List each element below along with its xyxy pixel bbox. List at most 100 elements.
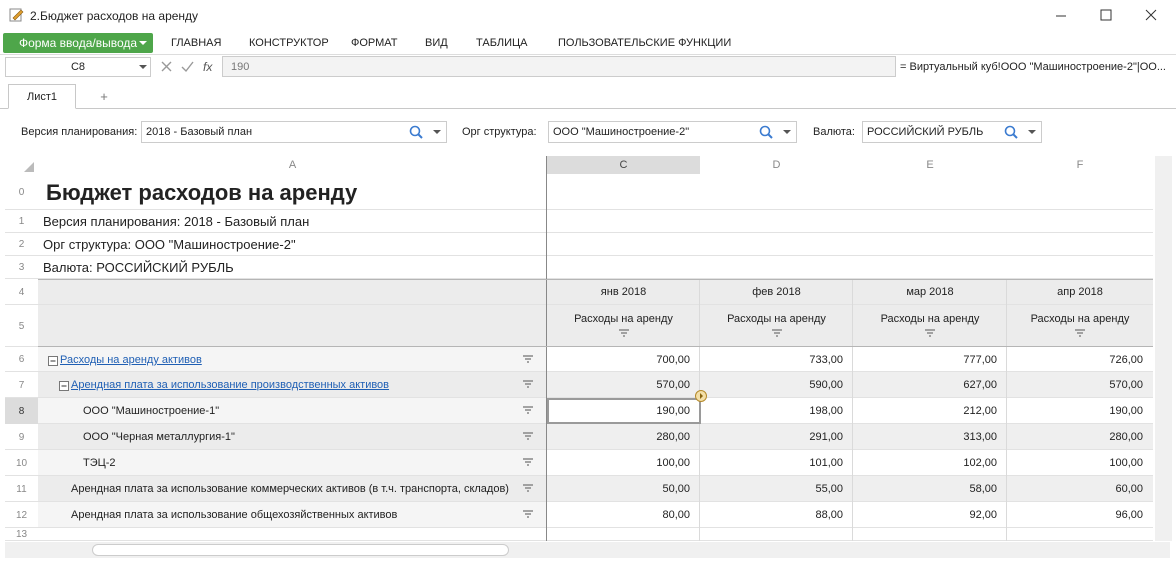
cell-value[interactable]: 570,00 (1109, 379, 1143, 391)
ribbon-tab[interactable]: ФОРМАТ (351, 37, 398, 49)
cell-selection (547, 398, 701, 424)
cell-value[interactable]: 96,00 (1115, 509, 1143, 521)
col-line (1006, 279, 1007, 541)
cell-value[interactable]: 570,00 (656, 379, 690, 391)
info-line: Орг структура: ООО "Машиностроение-2" (43, 237, 296, 252)
measure-header: Расходы на аренду (727, 313, 826, 325)
ribbon-tab[interactable]: ПОЛЬЗОВАТЕЛЬСКИЕ ФУНКЦИИ (558, 37, 732, 49)
row-label: ООО "Машиностроение-1" (83, 405, 220, 417)
row-label[interactable]: Расходы на аренду активов (60, 353, 202, 366)
row-number: 7 (18, 379, 25, 391)
cell-value[interactable]: 102,00 (963, 457, 997, 469)
expander[interactable] (59, 380, 69, 391)
cell-value[interactable]: 100,00 (656, 457, 690, 469)
row-band (547, 424, 1153, 450)
cell-value[interactable]: 590,00 (809, 379, 843, 391)
month-header: янв 2018 (600, 286, 647, 298)
cell-value[interactable]: 60,00 (1115, 483, 1143, 495)
row-line (5, 255, 1153, 256)
cell-flag[interactable] (694, 389, 708, 403)
measure-filter[interactable] (617, 327, 631, 341)
formula-icons[interactable]: fx (160, 58, 220, 76)
column-header: D (772, 159, 781, 171)
row-band (547, 450, 1153, 476)
measure-header: Расходы на аренду (574, 313, 673, 325)
row-filter[interactable] (521, 508, 535, 522)
filter-value[interactable]: РОССИЙСКИЙ РУБЛЬ (862, 121, 1042, 143)
cell-value[interactable]: 212,00 (963, 405, 997, 417)
filter-dropdown[interactable] (430, 125, 444, 139)
h-scroll-thumb[interactable] (92, 544, 509, 556)
file-button-arrow[interactable] (136, 36, 150, 50)
ribbon-tab[interactable]: ВИД (425, 37, 448, 49)
ribbon-tab[interactable]: ТАБЛИЦА (476, 37, 528, 49)
month-header: апр 2018 (1057, 286, 1103, 298)
cell-value[interactable]: 101,00 (809, 457, 843, 469)
cell-value[interactable]: 313,00 (963, 431, 997, 443)
row-filter[interactable] (521, 378, 535, 392)
row-filter[interactable] (521, 456, 535, 470)
row-filter[interactable] (521, 482, 535, 496)
row-number: 9 (18, 431, 25, 443)
cell-value[interactable]: 190,00 (1109, 405, 1143, 417)
row-line (5, 397, 1153, 398)
cell-value[interactable]: 198,00 (809, 405, 843, 417)
row-label: Арендная плата за использование общехозя… (71, 509, 398, 521)
cell-value[interactable]: 80,00 (662, 509, 690, 521)
row-band (547, 372, 1153, 398)
row-number: 6 (18, 354, 25, 365)
v-scrollbar[interactable] (1155, 156, 1172, 541)
name-box-arrow[interactable] (136, 60, 150, 74)
filter-search[interactable] (409, 125, 423, 139)
row-band (547, 502, 1153, 528)
window-controls[interactable] (1050, 6, 1170, 26)
filter-search[interactable] (759, 125, 773, 139)
name-box[interactable]: C8 (5, 57, 151, 77)
divider (0, 54, 1176, 55)
cell-value[interactable]: 280,00 (1109, 431, 1143, 443)
cell-value[interactable]: 100,00 (1109, 457, 1143, 469)
measure-filter[interactable] (770, 327, 784, 341)
ribbon-tab[interactable]: КОНСТРУКТОР (249, 37, 329, 49)
ribbon-tab[interactable]: ГЛАВНАЯ (171, 37, 222, 49)
cell-value[interactable]: 733,00 (809, 353, 843, 366)
expander[interactable] (48, 355, 58, 366)
measure-filter[interactable] (923, 327, 937, 341)
sheet-tab[interactable]: Лист1 (8, 84, 76, 109)
cell-value[interactable]: 92,00 (969, 509, 997, 521)
cell-value[interactable]: 190,00 (656, 405, 690, 417)
cell-value[interactable]: 58,00 (969, 483, 997, 495)
filter-search[interactable] (1004, 125, 1018, 139)
formula-input[interactable]: 190 (222, 56, 896, 77)
measure-filter[interactable] (1073, 327, 1087, 341)
row-number: 10 (15, 457, 28, 469)
filter-dropdown[interactable] (780, 125, 794, 139)
filter-value[interactable]: 2018 - Базовый план (141, 121, 447, 143)
cell-value[interactable]: 280,00 (656, 431, 690, 443)
cell-value[interactable]: 726,00 (1109, 353, 1143, 366)
cell-value[interactable]: 291,00 (809, 431, 843, 443)
filter-dropdown[interactable] (1025, 125, 1039, 139)
row-band (547, 476, 1153, 502)
app-icon (9, 8, 24, 22)
header-line (38, 279, 1153, 280)
row-filter[interactable] (521, 430, 535, 444)
row-band (38, 424, 547, 450)
add-sheet[interactable]: + (100, 88, 108, 104)
cell-value[interactable]: 777,00 (963, 353, 997, 366)
row-label[interactable]: Арендная плата за использование производ… (71, 379, 390, 391)
cell-value[interactable]: 88,00 (815, 509, 843, 521)
cell-value[interactable]: 627,00 (963, 379, 997, 391)
row-number: 5 (18, 320, 25, 332)
filter-value[interactable]: ООО "Машиностроение-2" (548, 121, 797, 143)
file-button[interactable]: Форма ввода/вывода (3, 33, 153, 53)
row-filter[interactable] (521, 353, 535, 367)
select-all[interactable] (22, 160, 36, 174)
row-filter[interactable] (521, 404, 535, 418)
cell-value[interactable]: 55,00 (815, 483, 843, 495)
row-number: 13 (15, 529, 28, 540)
cell-value[interactable]: 50,00 (662, 483, 690, 495)
measure-header: Расходы на аренду (1030, 313, 1130, 325)
cell-value[interactable]: 700,00 (656, 353, 690, 366)
